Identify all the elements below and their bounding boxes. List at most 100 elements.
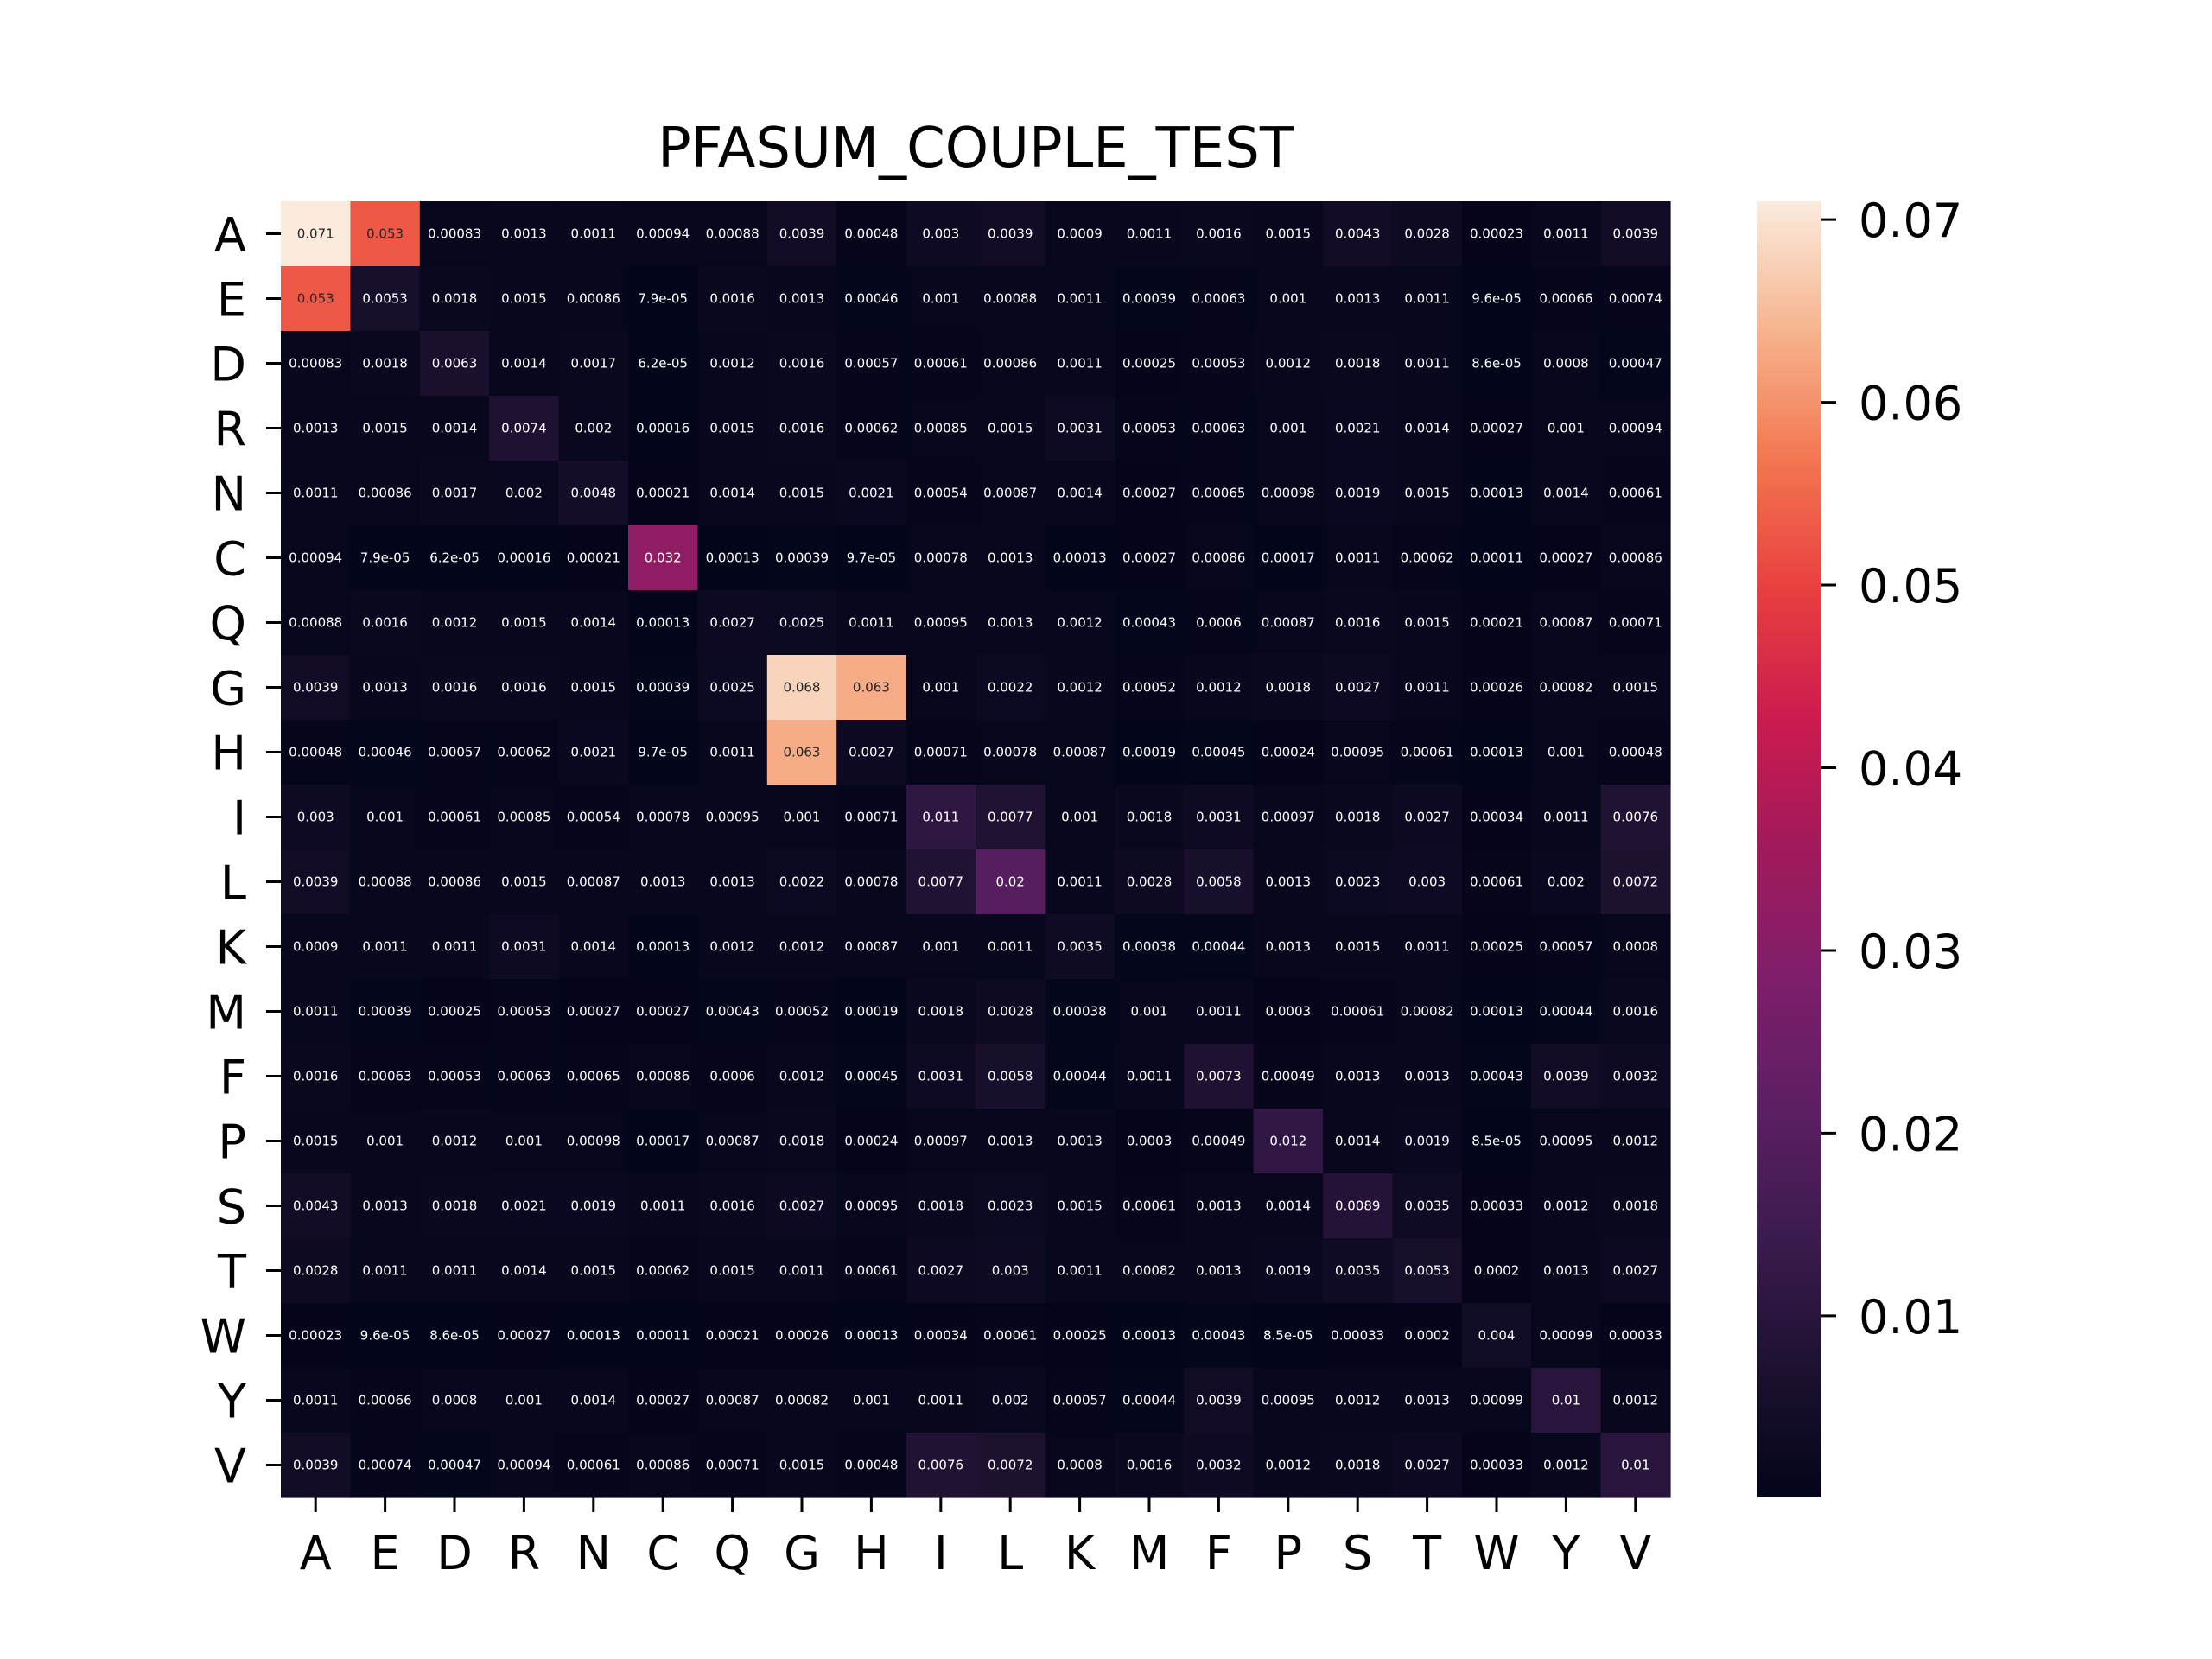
heatmap-cell — [1114, 461, 1185, 526]
cell-value-label: 0.00044 — [1053, 1069, 1107, 1084]
cell-value-label: 0.0027 — [1404, 810, 1450, 825]
heatmap-cell — [1184, 201, 1255, 267]
cell-value-label: 0.0014 — [571, 939, 617, 955]
cell-value-label: 0.00046 — [844, 291, 898, 307]
cell-value-label: 0.0014 — [1266, 1198, 1312, 1214]
heatmap-cell — [419, 461, 490, 526]
heatmap-cell — [1600, 655, 1671, 721]
cell-value-label: 0.00033 — [1470, 1458, 1523, 1473]
heatmap-cell — [976, 461, 1046, 526]
heatmap-cell — [558, 201, 629, 267]
heatmap-cell — [1531, 1238, 1602, 1304]
cell-value-label: 0.0003 — [1266, 1004, 1312, 1020]
cell-value-label: 0.0032 — [1613, 1069, 1659, 1084]
x-tick-label: I — [934, 1526, 948, 1580]
heatmap-cell — [976, 331, 1046, 397]
cell-value-label: 0.0015 — [1266, 226, 1312, 242]
heatmap-cell — [558, 720, 629, 785]
heatmap-cell — [1600, 1109, 1671, 1174]
colorbar-ticks: 0.01 0.02 0.03 0.04 0.05 0.06 0.07 — [1821, 194, 1962, 1344]
cell-value-label: 0.00027 — [567, 1004, 620, 1020]
heatmap-cell — [976, 590, 1046, 656]
cell-value-label: 0.00062 — [844, 421, 898, 436]
heatmap-cell — [419, 1433, 490, 1498]
cell-value-label: 0.0039 — [293, 874, 339, 890]
cell-value-label: 0.00021 — [1470, 615, 1523, 631]
heatmap-cell — [350, 914, 421, 980]
cell-value-label: 0.0012 — [709, 356, 755, 372]
heatmap-cell — [628, 1303, 698, 1369]
heatmap-cell — [697, 720, 768, 785]
heatmap-cell — [1392, 525, 1463, 591]
heatmap-cell — [489, 1173, 560, 1239]
heatmap-cell — [906, 396, 976, 461]
colorbar-tick-label: 0.05 — [1859, 559, 1962, 613]
cell-value-label: 0.0011 — [362, 939, 408, 955]
heatmap-cell — [976, 914, 1046, 980]
heatmap-cell — [1531, 461, 1602, 526]
y-tick-label: N — [212, 467, 246, 522]
cell-value-label: 0.00057 — [844, 356, 898, 372]
cell-value-label: 0.00013 — [567, 1328, 620, 1344]
heatmap-cell — [976, 849, 1046, 915]
heatmap-cell — [281, 1173, 351, 1239]
heatmap-cell — [628, 201, 698, 267]
heatmap-cell — [1392, 1044, 1463, 1109]
heatmap-cell — [281, 720, 351, 785]
heatmap-cell — [350, 525, 421, 591]
heatmap-cell — [1531, 266, 1602, 332]
x-tick-label: N — [576, 1526, 611, 1580]
cell-value-label: 0.00088 — [983, 291, 1037, 307]
cell-value-label: 0.00033 — [1609, 1328, 1662, 1344]
cell-value-label: 0.00094 — [636, 226, 690, 242]
heatmap-cell — [1045, 1238, 1116, 1304]
heatmap-cell — [1253, 396, 1324, 461]
cell-value-label: 0.0058 — [988, 1069, 1033, 1084]
cell-value-label: 0.0012 — [1543, 1198, 1589, 1214]
heatmap-cell — [558, 331, 629, 397]
heatmap-cell — [489, 266, 560, 332]
y-tick-label: W — [200, 1310, 246, 1364]
cell-value-label: 0.0016 — [293, 1069, 339, 1084]
heatmap-cell — [350, 979, 421, 1045]
cell-value-label: 0.0013 — [709, 874, 755, 890]
x-tick-label: C — [646, 1526, 679, 1580]
cell-value-label: 0.00038 — [1053, 1004, 1107, 1020]
heatmap-cell — [906, 655, 976, 721]
heatmap-cell — [1531, 849, 1602, 915]
heatmap-cell — [766, 914, 837, 980]
cell-value-label: 0.00013 — [636, 939, 690, 955]
cell-value-label: 0.00086 — [359, 486, 412, 501]
heatmap-cell — [1253, 201, 1324, 267]
heatmap-cell — [350, 785, 421, 850]
heatmap-cell — [350, 1433, 421, 1498]
heatmap-cell — [1461, 590, 1532, 656]
heatmap-cell — [1045, 720, 1116, 785]
cell-value-label: 0.00043 — [1122, 615, 1176, 631]
heatmap-cell — [1600, 1368, 1671, 1433]
cell-value-label: 0.00019 — [1122, 745, 1176, 760]
cell-value-label: 0.0019 — [1335, 486, 1381, 501]
cell-value-label: 0.00087 — [1053, 745, 1107, 760]
cell-value-label: 0.0039 — [293, 680, 339, 696]
heatmap-cell — [1600, 1433, 1671, 1498]
heatmap-cell — [906, 785, 976, 850]
heatmap-cell — [766, 785, 837, 850]
cell-value-label: 0.0016 — [1196, 226, 1242, 242]
heatmap-cell — [1461, 525, 1532, 591]
cell-value-label: 0.00025 — [428, 1004, 481, 1020]
cell-value-label: 0.0039 — [1543, 1069, 1589, 1084]
heatmap-cell — [1392, 1109, 1463, 1174]
heatmap-cell — [1114, 1368, 1185, 1433]
heatmap-cell — [1323, 1303, 1393, 1369]
cell-value-label: 0.0031 — [501, 939, 547, 955]
heatmap-cell — [489, 1433, 560, 1498]
heatmap-cell — [1184, 1433, 1255, 1498]
cell-value-label: 0.00048 — [844, 1458, 898, 1473]
cell-value-label: 0.0021 — [571, 745, 617, 760]
cell-value-label: 0.0017 — [571, 356, 617, 372]
cell-value-label: 0.00053 — [497, 1004, 550, 1020]
y-tick-label: D — [210, 338, 246, 392]
heatmap-cell — [1392, 914, 1463, 980]
heatmap-cell — [558, 590, 629, 656]
